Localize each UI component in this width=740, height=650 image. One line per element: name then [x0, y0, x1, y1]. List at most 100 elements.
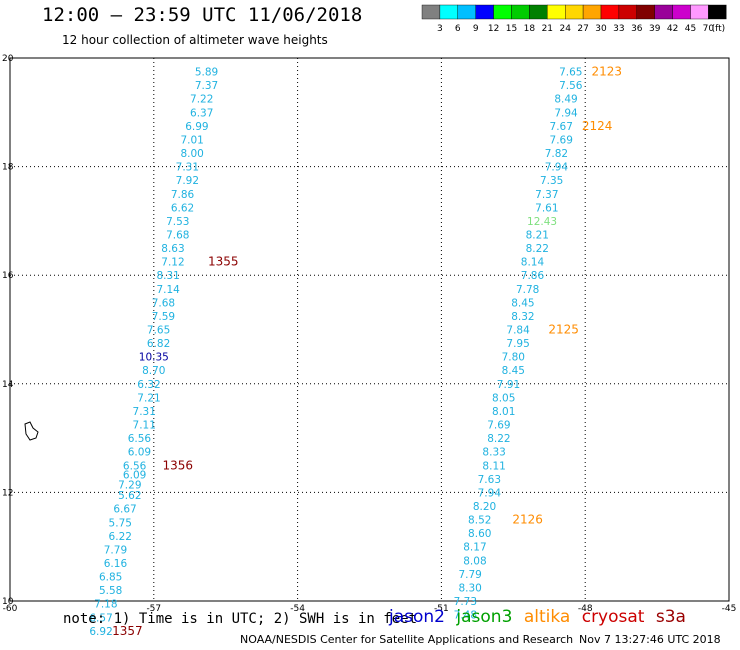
wave-height-value: 5.62: [118, 490, 141, 502]
wave-height-value: 7.11: [133, 420, 156, 432]
wave-height-value: 7.84: [506, 325, 530, 337]
wave-height-value: 8.60: [468, 528, 491, 540]
wave-height-value: 8.31: [156, 270, 179, 282]
colorbar-label: 70: [703, 24, 715, 34]
colorbar-swatch: [636, 4, 655, 20]
colorbar-swatch: [690, 4, 709, 20]
wave-height-value: 7.01: [180, 134, 203, 146]
colorbar-label: 9: [473, 24, 479, 34]
wave-height-value: 8.21: [526, 229, 549, 241]
wave-height-value: 10.35: [139, 352, 169, 364]
pass-number-label: 2126: [512, 513, 543, 527]
colorbar-label: (ft): [712, 24, 726, 34]
legend-cryosat: cryosat: [581, 607, 645, 627]
colorbar-label: 33: [613, 24, 624, 34]
wave-height-value: 7.68: [152, 297, 175, 309]
wave-height-value: 7.56: [559, 80, 583, 92]
credit-line: NOAA/NESDIS Center for Satellite Applica…: [240, 633, 574, 646]
wave-height-value: 7.69: [550, 134, 573, 146]
wave-height-value: 6.57: [89, 612, 112, 624]
legend-jason2: jason2: [389, 607, 445, 627]
wave-height-value: 8.22: [526, 243, 549, 255]
y-tick-label: 16: [2, 271, 14, 281]
wave-height-value: 6.99: [185, 121, 208, 133]
wave-height-value: 5.75: [109, 517, 132, 529]
wave-height-value: 7.78: [516, 284, 539, 296]
colorbar-label: 18: [524, 24, 536, 34]
legend-altika: altika: [523, 607, 571, 627]
wave-height-value: 7.79: [458, 569, 481, 581]
wave-height-value: 7.22: [190, 94, 213, 106]
wave-height-value: 8.30: [458, 582, 481, 594]
wave-height-value: 6.85: [99, 572, 122, 584]
wave-height-value: 6.16: [104, 558, 128, 570]
colorbar-label: 45: [685, 24, 696, 34]
wave-height-value: 8.20: [473, 501, 496, 513]
colorbar-label: 36: [631, 24, 643, 34]
colorbar-swatch: [439, 4, 458, 20]
wave-height-value: 7.79: [104, 544, 127, 556]
wave-height-value: 7.21: [137, 392, 160, 404]
colorbar-swatch: [654, 4, 673, 20]
y-tick-label: 20: [2, 54, 14, 64]
satellite-legend: jason2 jason3 altika cryosat s3a: [389, 607, 692, 627]
y-tick-label: 14: [2, 380, 14, 390]
wave-height-value: 5.58: [99, 585, 122, 597]
wave-height-value: 7.61: [535, 202, 558, 214]
wave-height-value: 7.92: [176, 175, 199, 187]
generated-timestamp: Nov 7 13:27:46 UTC 2018: [579, 633, 721, 646]
wave-height-value: 7.37: [535, 189, 558, 201]
wave-height-value: 7.94: [545, 162, 569, 174]
colorbar-label: 3: [437, 24, 443, 34]
colorbar-label: 6: [455, 24, 461, 34]
wave-height-value: 8.33: [482, 447, 505, 459]
wave-height-value: 8.08: [463, 555, 486, 567]
legend-s3a: s3a: [655, 607, 686, 627]
wave-height-value: 7.94: [478, 487, 502, 499]
wave-height-value: 7.80: [502, 352, 525, 364]
wave-height-value: 7.29: [118, 479, 141, 491]
wave-height-value: 6.62: [171, 202, 194, 214]
footer-note: note: 1) Time is in UTC; 2) SWH is in fe…: [63, 611, 418, 627]
colorbar-swatch: [511, 4, 530, 20]
wave-height-value: 7.73: [454, 596, 477, 608]
wave-height-value: 8.17: [463, 542, 486, 554]
wave-height-value: 8.00: [180, 148, 203, 160]
wave-height-value: 7.35: [540, 175, 563, 187]
pass-number-label: 1355: [208, 255, 239, 269]
wave-height-value: 6.92: [89, 626, 112, 638]
colorbar-swatch: [457, 4, 476, 20]
x-tick-label: -60: [3, 604, 18, 614]
chart-title: 12:00 – 23:59 UTC 11/06/2018: [42, 4, 363, 26]
wave-height-value: 7.94: [554, 107, 578, 119]
wave-height-value: 6.09: [123, 469, 146, 481]
wave-height-value: 8.70: [142, 365, 165, 377]
wave-height-value: 7.68: [166, 229, 189, 241]
wave-height-value: 8.11: [482, 460, 505, 472]
wave-height-value: 8.63: [161, 243, 184, 255]
pass-number-label: 2125: [548, 323, 579, 337]
wave-height-value: 7.48: [454, 610, 477, 622]
wave-height-value: 6.22: [109, 531, 132, 543]
colorbar-label: 39: [649, 24, 661, 34]
x-tick-label: -51: [434, 604, 449, 614]
wave-height-value: 6.32: [137, 379, 160, 391]
wave-height-value: 6.37: [190, 107, 213, 119]
wave-height-value: 5.89: [195, 67, 218, 79]
colorbar-label: 30: [595, 24, 607, 34]
wave-height-value: 6.56: [128, 433, 152, 445]
legend-jason3: jason3: [456, 607, 513, 627]
colorbar-swatch: [493, 4, 512, 20]
wave-height-value: 8.22: [487, 433, 510, 445]
wave-height-value: 7.63: [478, 474, 501, 486]
wave-height-value: 7.95: [506, 338, 529, 350]
chart-subtitle: 12 hour collection of altimeter wave hei…: [62, 33, 328, 47]
wave-height-value: 7.86: [171, 189, 195, 201]
y-tick-label: 12: [2, 488, 13, 498]
wave-height-value: 7.14: [156, 284, 180, 296]
colorbar-swatch: [421, 4, 441, 20]
wave-height-value: 8.49: [554, 94, 577, 106]
colorbar-swatch: [618, 4, 638, 20]
wave-height-value: 8.05: [492, 392, 515, 404]
